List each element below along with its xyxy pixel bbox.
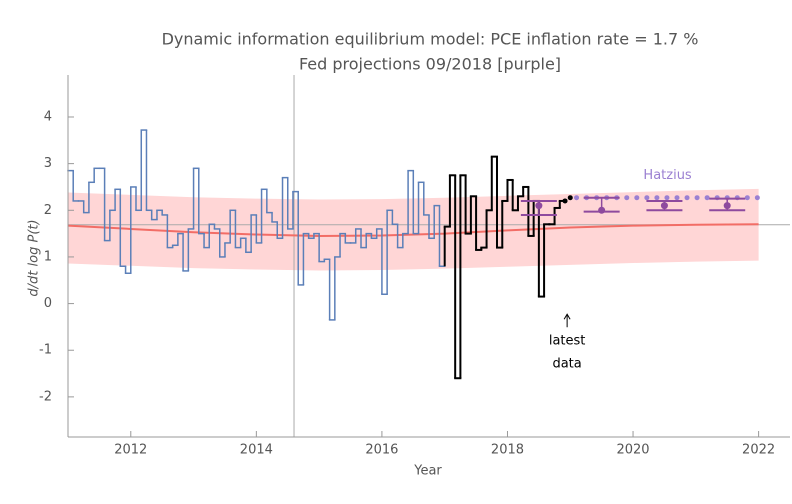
hatzius-point (654, 195, 660, 201)
x-tick-label: 2022 (742, 443, 775, 458)
y-tick-label: -1 (39, 343, 52, 358)
model-line (67, 223, 759, 237)
y-tick-label: 1 (44, 249, 52, 264)
y-tick-label: 4 (44, 109, 52, 124)
hatzius-point (754, 195, 760, 201)
projection-median (535, 202, 543, 210)
x-tick-label: 2012 (114, 443, 147, 458)
hatzius-point (644, 195, 650, 201)
x-tick-label: 2020 (616, 443, 649, 458)
chart-subtitle: Fed projections 09/2018 [purple] (299, 55, 561, 74)
annotation-text: latest (549, 334, 586, 349)
projection-median (660, 202, 668, 210)
hatzius-point (704, 195, 710, 201)
y-tick-label: 0 (44, 296, 52, 311)
y-axis-label: d/dt log P(t) (27, 219, 42, 296)
chart-title: Dynamic information equilibrium model: P… (162, 30, 699, 49)
projection-median (723, 202, 731, 210)
x-tick-label: 2018 (491, 443, 524, 458)
hatzius-point (684, 195, 690, 201)
hatzius-label: Hatzius (643, 168, 692, 183)
hatzius-point (664, 195, 670, 201)
hatzius-point (694, 195, 700, 201)
x-tick-label: 2016 (365, 443, 398, 458)
hatzius-point (624, 195, 630, 201)
y-tick-label: 2 (44, 203, 52, 218)
hatzius-point (674, 195, 680, 201)
hatzius-point (634, 195, 640, 201)
projection-median (598, 206, 606, 214)
annotation-text: data (552, 357, 581, 372)
hatzius-point (574, 195, 580, 201)
x-tick-label: 2014 (240, 443, 273, 458)
y-tick-label: 3 (44, 156, 52, 171)
annotation-arrowhead (563, 313, 571, 320)
hatzius-point (744, 195, 750, 201)
y-tick-label: -2 (39, 389, 52, 404)
recent-point (567, 195, 573, 201)
x-axis-label: Year (413, 464, 442, 479)
recent-point (562, 198, 568, 204)
